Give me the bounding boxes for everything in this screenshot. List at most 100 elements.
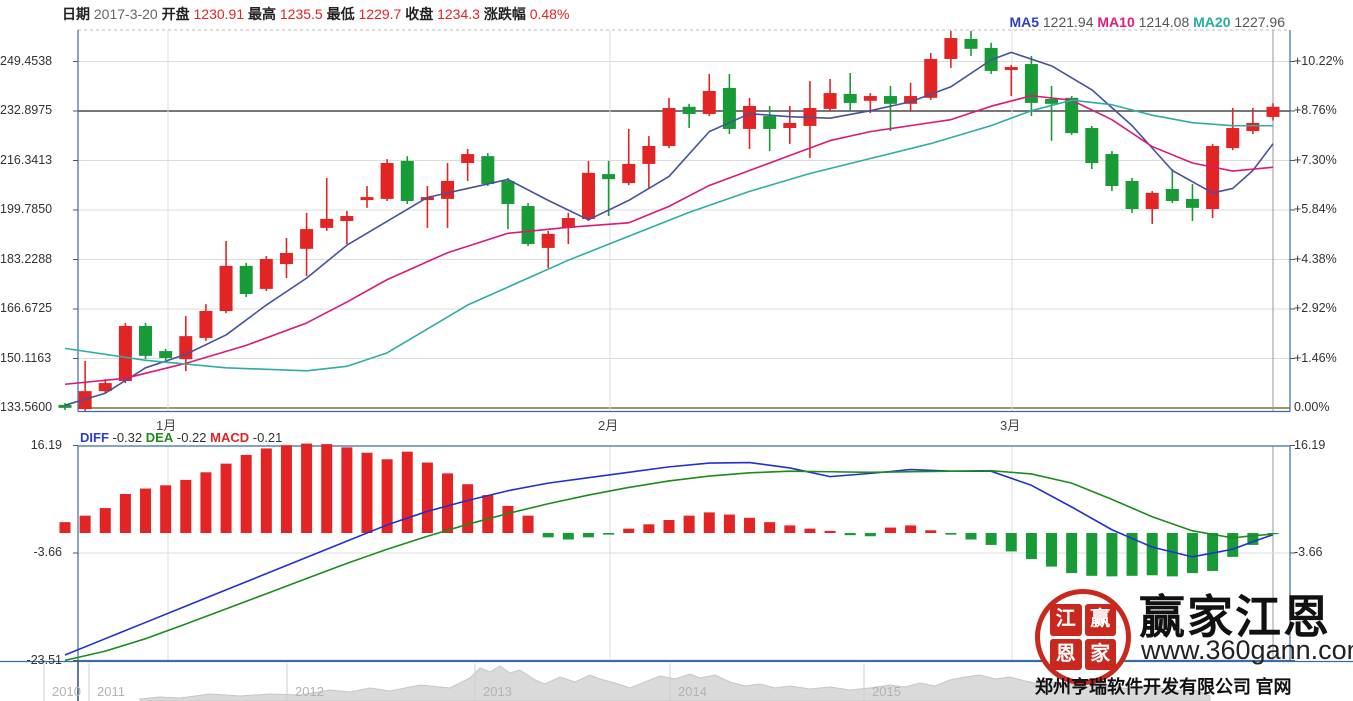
candlestick[interactable] bbox=[279, 253, 293, 265]
candlestick[interactable] bbox=[420, 197, 434, 201]
candlestick[interactable] bbox=[199, 311, 213, 338]
macd-histogram-bar[interactable] bbox=[341, 447, 353, 533]
macd-histogram-bar[interactable] bbox=[442, 473, 454, 533]
macd-histogram-bar[interactable] bbox=[824, 530, 836, 533]
macd-histogram-bar[interactable] bbox=[1005, 533, 1017, 552]
candlestick[interactable] bbox=[1145, 192, 1159, 210]
macd-histogram-bar[interactable] bbox=[59, 522, 71, 533]
macd-histogram-bar[interactable] bbox=[280, 445, 292, 533]
candlestick[interactable] bbox=[642, 145, 656, 164]
macd-histogram-bar[interactable] bbox=[925, 530, 937, 533]
candlestick[interactable] bbox=[863, 96, 877, 101]
macd-histogram-bar[interactable] bbox=[562, 533, 574, 540]
candlestick[interactable] bbox=[924, 58, 938, 98]
macd-histogram-bar[interactable] bbox=[1267, 533, 1279, 535]
macd-histogram-bar[interactable] bbox=[844, 533, 856, 536]
macd-histogram-bar[interactable] bbox=[502, 505, 514, 533]
candlestick[interactable] bbox=[159, 351, 173, 358]
macd-histogram-bar[interactable] bbox=[723, 514, 735, 533]
macd-histogram-bar[interactable] bbox=[140, 488, 152, 533]
macd-histogram-bar[interactable] bbox=[1126, 533, 1138, 576]
macd-histogram-bar[interactable] bbox=[683, 515, 695, 533]
candlestick[interactable] bbox=[1024, 64, 1038, 103]
macd-histogram-bar[interactable] bbox=[864, 533, 876, 537]
candlestick[interactable] bbox=[340, 215, 354, 222]
macd-histogram-bar[interactable] bbox=[1046, 533, 1058, 567]
candlestick[interactable] bbox=[98, 383, 112, 392]
candlestick[interactable] bbox=[1085, 128, 1099, 164]
candlestick[interactable] bbox=[702, 90, 716, 114]
macd-histogram-bar[interactable] bbox=[1106, 533, 1118, 577]
candlestick[interactable] bbox=[300, 229, 314, 249]
macd-histogram-bar[interactable] bbox=[160, 485, 172, 533]
candlestick[interactable] bbox=[1185, 198, 1199, 208]
macd-histogram-bar[interactable] bbox=[542, 533, 554, 538]
candlestick[interactable] bbox=[682, 106, 696, 114]
macd-histogram-bar[interactable] bbox=[482, 495, 494, 533]
macd-histogram-bar[interactable] bbox=[985, 533, 997, 545]
candlestick[interactable] bbox=[1125, 180, 1139, 210]
macd-histogram-bar[interactable] bbox=[1086, 533, 1098, 576]
candlestick[interactable] bbox=[461, 154, 475, 164]
candlestick[interactable] bbox=[1004, 67, 1018, 71]
candlestick[interactable] bbox=[1226, 128, 1240, 149]
candlestick[interactable] bbox=[501, 180, 515, 204]
candlestick[interactable] bbox=[78, 391, 92, 410]
candlestick[interactable] bbox=[441, 180, 455, 199]
candlestick[interactable] bbox=[622, 163, 636, 184]
macd-histogram-bar[interactable] bbox=[180, 479, 192, 533]
macd-histogram-bar[interactable] bbox=[260, 448, 272, 533]
macd-histogram-bar[interactable] bbox=[1066, 533, 1078, 574]
macd-histogram-bar[interactable] bbox=[804, 528, 816, 533]
candlestick[interactable] bbox=[320, 218, 334, 228]
macd-histogram-bar[interactable] bbox=[522, 515, 534, 533]
macd-histogram-bar[interactable] bbox=[945, 533, 957, 535]
macd-histogram-bar[interactable] bbox=[200, 472, 212, 533]
candlestick[interactable] bbox=[360, 197, 374, 201]
candlestick[interactable] bbox=[743, 105, 757, 129]
candlestick[interactable] bbox=[602, 174, 616, 180]
macd-histogram-bar[interactable] bbox=[1186, 533, 1198, 574]
macd-histogram-bar[interactable] bbox=[764, 522, 776, 533]
macd-histogram-bar[interactable] bbox=[1227, 533, 1239, 557]
candlestick[interactable] bbox=[481, 156, 495, 184]
candlestick[interactable] bbox=[662, 108, 676, 146]
candlestick[interactable] bbox=[1065, 97, 1079, 134]
macd-histogram-bar[interactable] bbox=[462, 484, 474, 533]
macd-histogram-bar[interactable] bbox=[784, 525, 796, 533]
candlestick[interactable] bbox=[58, 404, 72, 408]
macd-histogram-bar[interactable] bbox=[220, 463, 232, 533]
macd-histogram-bar[interactable] bbox=[1247, 533, 1259, 545]
macd-histogram-bar[interactable] bbox=[79, 515, 91, 533]
candlestick[interactable] bbox=[1045, 99, 1059, 104]
macd-histogram-bar[interactable] bbox=[421, 462, 433, 533]
candlestick[interactable] bbox=[118, 325, 132, 381]
candlestick[interactable] bbox=[964, 38, 978, 49]
macd-histogram-bar[interactable] bbox=[321, 444, 333, 533]
candlestick[interactable] bbox=[239, 265, 253, 294]
candlestick[interactable] bbox=[722, 87, 736, 129]
macd-histogram-bar[interactable] bbox=[1146, 533, 1158, 576]
candlestick[interactable] bbox=[1206, 145, 1220, 210]
candlestick[interactable] bbox=[783, 122, 797, 129]
candlestick[interactable] bbox=[823, 93, 837, 109]
macd-histogram-bar[interactable] bbox=[703, 512, 715, 533]
candlestick[interactable] bbox=[883, 96, 897, 104]
macd-histogram-bar[interactable] bbox=[99, 508, 111, 533]
candlestick[interactable] bbox=[843, 93, 857, 103]
candlestick[interactable] bbox=[400, 160, 414, 201]
candlestick[interactable] bbox=[1266, 106, 1280, 117]
candlestick[interactable] bbox=[904, 96, 918, 104]
candlestick[interactable] bbox=[1105, 154, 1119, 187]
macd-histogram-bar[interactable] bbox=[1166, 533, 1178, 577]
macd-histogram-bar[interactable] bbox=[240, 454, 252, 533]
macd-histogram-bar[interactable] bbox=[401, 451, 413, 533]
macd-histogram-bar[interactable] bbox=[361, 452, 373, 533]
candlestick[interactable] bbox=[219, 265, 233, 312]
macd-histogram-bar[interactable] bbox=[603, 533, 615, 535]
macd-histogram-bar[interactable] bbox=[965, 533, 977, 540]
macd-histogram-bar[interactable] bbox=[623, 528, 635, 533]
macd-histogram-bar[interactable] bbox=[744, 517, 756, 533]
candlestick[interactable] bbox=[521, 206, 535, 245]
